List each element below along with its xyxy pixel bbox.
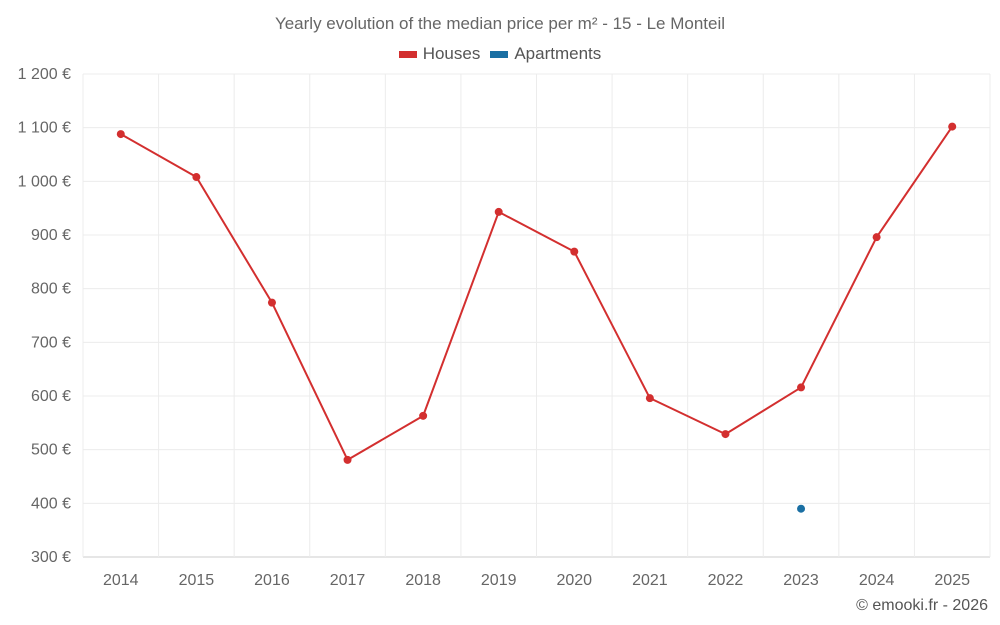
data-point-houses (343, 455, 352, 464)
data-point-houses (797, 383, 806, 392)
x-tick-label: 2019 (481, 572, 517, 589)
y-tick-label: 800 € (31, 281, 71, 298)
chart-title: Yearly evolution of the median price per… (274, 14, 726, 33)
legend-label-houses: Houses (422, 44, 481, 63)
x-tick-label: 2017 (330, 572, 366, 589)
x-tick-label: 2014 (103, 572, 139, 589)
y-tick-label: 900 € (31, 227, 71, 244)
x-tick-label: 2021 (632, 572, 668, 589)
x-tick-label: 2015 (179, 572, 215, 589)
data-point-houses (872, 233, 881, 242)
x-tick-label: 2018 (405, 572, 441, 589)
legend-label-apartments: Apartments (514, 44, 602, 63)
legend: Houses Apartments (0, 44, 1000, 64)
data-point-houses (116, 130, 125, 139)
data-point-houses (419, 411, 428, 420)
y-tick-label: 600 € (31, 388, 71, 405)
data-point-houses (192, 173, 201, 182)
data-point-houses (721, 430, 730, 439)
x-tick-label: 2016 (254, 572, 290, 589)
x-tick-label: 2023 (783, 572, 819, 589)
y-tick-label: 700 € (31, 334, 71, 351)
data-point-apartments (797, 504, 806, 513)
y-tick-label: 1 200 € (18, 66, 71, 83)
x-tick-label: 2024 (859, 572, 895, 589)
y-tick-label: 1 000 € (18, 173, 71, 190)
data-point-houses (494, 207, 503, 216)
x-tick-label: 2020 (556, 572, 592, 589)
x-tick-label: 2025 (934, 572, 970, 589)
y-tick-label: 1 100 € (18, 120, 71, 137)
y-tick-label: 400 € (31, 495, 71, 512)
data-point-houses (948, 122, 957, 131)
x-tick-label: 2022 (708, 572, 744, 589)
data-point-houses (570, 247, 579, 256)
credit: © emooki.fr - 2026 (856, 597, 988, 614)
legend-swatch-apartments (490, 50, 509, 58)
data-point-houses (267, 298, 276, 307)
legend-item-houses[interactable]: Houses (398, 44, 481, 64)
y-tick-label: 300 € (31, 549, 71, 566)
series-line-houses (120, 126, 954, 461)
legend-item-apartments[interactable]: Apartments (490, 44, 601, 64)
legend-swatch-houses (398, 50, 417, 58)
y-tick-label: 500 € (31, 442, 71, 459)
data-point-houses (645, 394, 654, 403)
